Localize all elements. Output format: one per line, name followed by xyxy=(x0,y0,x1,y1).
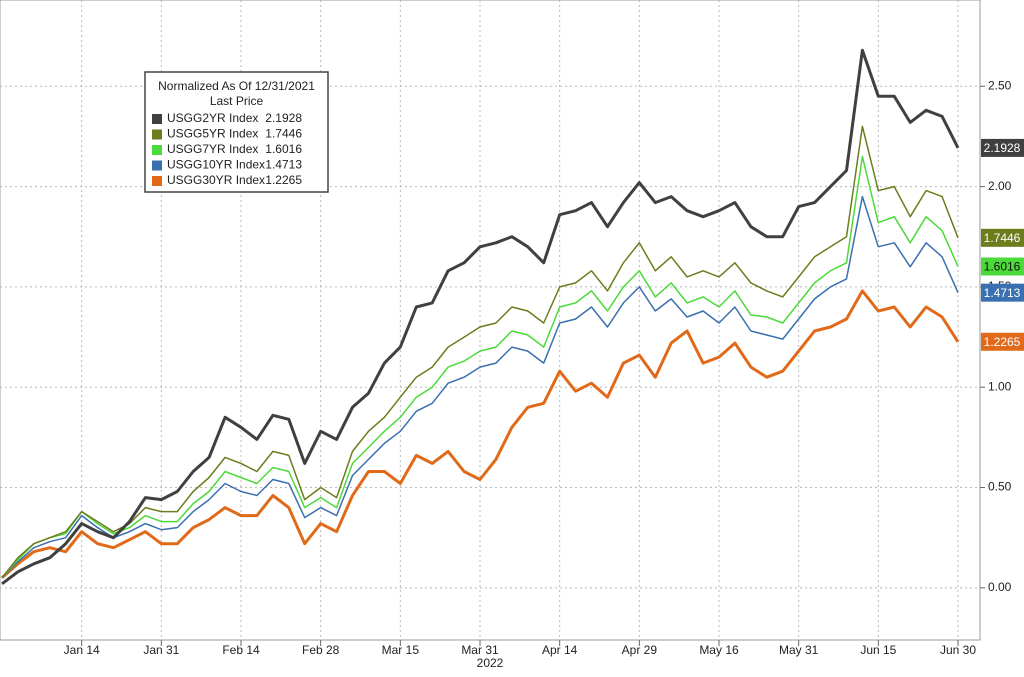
series-line xyxy=(1,289,960,579)
last-value-label: 2.1928 xyxy=(984,141,1021,155)
legend-label: USGG10YR Index xyxy=(167,158,265,172)
legend-label: USGG5YR Index xyxy=(167,127,258,141)
legend-value: 1.4713 xyxy=(265,158,302,172)
x-tick-label: Jun 30 xyxy=(940,643,976,657)
x-tick-label: Apr 29 xyxy=(622,643,658,657)
legend-swatch xyxy=(152,160,162,171)
x-tick-label: Jun 15 xyxy=(860,643,896,657)
x-axis-label: 2022 xyxy=(477,656,504,670)
legend-box xyxy=(144,71,329,193)
legend-value: 1.7446 xyxy=(265,127,302,141)
x-tick-label: Jan 14 xyxy=(64,643,100,657)
last-value-tag xyxy=(981,138,1024,157)
legend-value: 1.2265 xyxy=(265,173,302,187)
legend-label: USGG2YR Index xyxy=(167,111,258,125)
y-tick-label: 2.00 xyxy=(988,179,1012,193)
series-line xyxy=(1,155,959,579)
last-value-label: 1.6016 xyxy=(984,260,1021,274)
x-tick-label: Jan 31 xyxy=(143,643,179,657)
y-tick-label: 2.50 xyxy=(988,78,1012,92)
x-tick-label: Mar 31 xyxy=(461,643,499,657)
legend-swatch xyxy=(152,145,162,155)
legend-value: 2.1928 xyxy=(265,111,302,125)
x-tick-label: May 31 xyxy=(779,643,819,657)
series-line xyxy=(1,125,959,579)
last-value-tag xyxy=(981,332,1024,351)
x-tick-label: May 16 xyxy=(699,643,739,657)
last-value-tag xyxy=(981,257,1024,276)
series-line xyxy=(1,48,960,585)
legend-swatch xyxy=(152,114,162,124)
x-tick-label: Mar 15 xyxy=(382,643,420,657)
legend-swatch xyxy=(152,176,162,186)
series-line xyxy=(1,195,959,579)
legend-value: 1.6016 xyxy=(265,142,302,156)
x-tick-label: Feb 28 xyxy=(302,643,340,657)
x-tick-label: Feb 14 xyxy=(222,643,260,657)
last-value-tag xyxy=(981,283,1024,302)
y-tick-label: 0.50 xyxy=(988,480,1012,494)
legend-title: Normalized As Of 12/31/2021 xyxy=(158,79,315,93)
legend-label: USGG7YR Index xyxy=(167,142,258,156)
legend-swatch xyxy=(152,129,162,140)
y-tick-label: 0.00 xyxy=(988,580,1012,594)
legend-subtitle: Last Price xyxy=(210,94,264,108)
last-value-label: 1.2265 xyxy=(984,335,1021,349)
legend-label: USGG30YR Index xyxy=(167,173,265,187)
x-tick-label: Apr 14 xyxy=(542,643,578,657)
last-value-tag xyxy=(981,228,1024,247)
y-tick-label: 1.00 xyxy=(988,379,1012,393)
last-value-label: 1.4713 xyxy=(984,286,1021,300)
last-value-label: 1.7446 xyxy=(984,231,1021,245)
